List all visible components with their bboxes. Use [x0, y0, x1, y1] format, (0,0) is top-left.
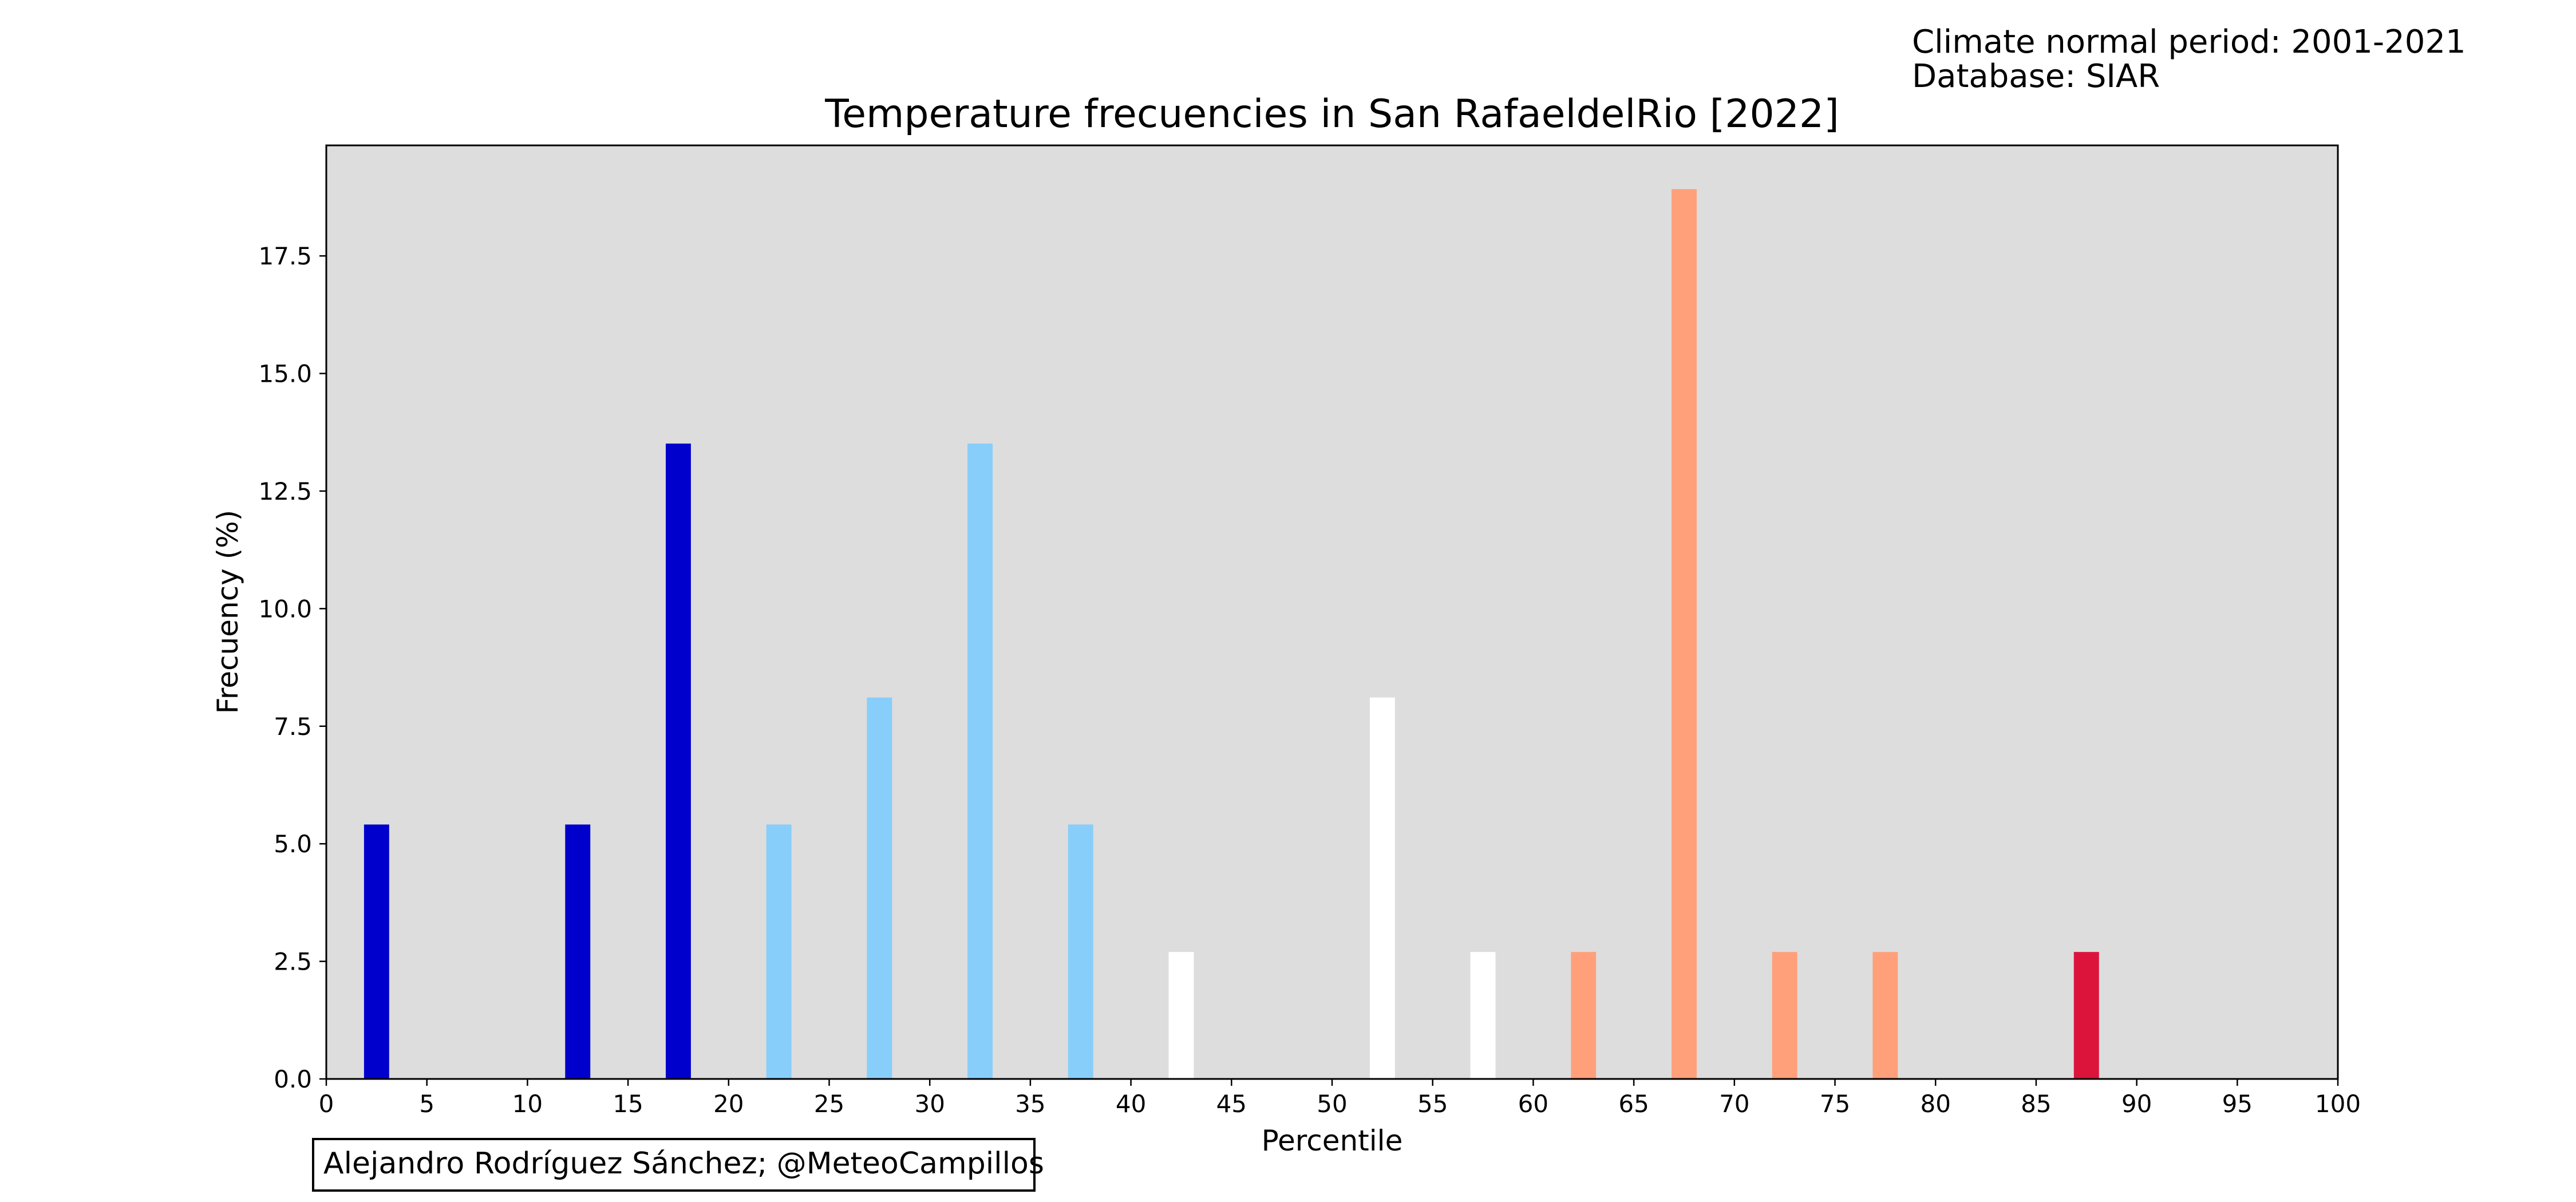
normal-period-text: Climate normal period: 2001-2021 [1912, 23, 2466, 61]
x-tick-label-20: 100 [2315, 1090, 2361, 1118]
x-tick-label-7: 35 [1015, 1090, 1045, 1118]
y-tick-label-1: 2.5 [274, 948, 312, 976]
x-tick-label-9: 45 [1216, 1090, 1247, 1118]
database-text: Database: SIAR [1912, 58, 2160, 95]
x-tick-label-14: 70 [1719, 1090, 1749, 1118]
bar-6 [1068, 824, 1093, 1079]
x-tick-label-0: 0 [319, 1090, 334, 1118]
y-axis-ticks: 0.0 2.5 5.0 7.5 10.0 12.5 15.0 17.5 [258, 242, 326, 1093]
x-tick-label-1: 5 [419, 1090, 434, 1118]
bar-13 [1872, 952, 1898, 1079]
y-tick-label-5: 12.5 [258, 477, 312, 505]
x-tick-label-3: 15 [613, 1090, 643, 1118]
x-tick-label-5: 25 [814, 1090, 844, 1118]
bar-8 [1369, 697, 1395, 1079]
bar-3 [766, 824, 792, 1079]
x-tick-label-15: 75 [1820, 1090, 1850, 1118]
bar-4 [867, 697, 892, 1079]
bar-10 [1571, 952, 1597, 1079]
x-tick-label-17: 85 [2021, 1090, 2051, 1118]
y-tick-label-6: 15.0 [258, 360, 312, 388]
plot-area [326, 145, 2338, 1079]
x-tick-label-10: 50 [1317, 1090, 1347, 1118]
y-tick-label-0: 0.0 [274, 1065, 312, 1093]
x-axis-label: Percentile [1262, 1124, 1403, 1157]
x-tick-label-11: 55 [1417, 1090, 1448, 1118]
x-tick-label-6: 30 [914, 1090, 945, 1118]
bar-1 [565, 824, 591, 1079]
bar-5 [967, 443, 993, 1079]
bar-9 [1470, 952, 1496, 1079]
bar-2 [665, 443, 691, 1079]
y-tick-label-2: 5.0 [274, 830, 312, 858]
bar-11 [1671, 189, 1697, 1080]
x-axis-ticks: 0 5 10 15 20 25 30 35 40 45 50 55 60 65 70 75 80 85 90 95 10… [319, 1079, 2361, 1118]
y-tick-label-7: 17.5 [258, 242, 312, 270]
x-tick-label-12: 60 [1518, 1090, 1548, 1118]
x-tick-label-4: 20 [713, 1090, 744, 1118]
credit-box [312, 1138, 1036, 1192]
x-tick-label-8: 40 [1116, 1090, 1146, 1118]
y-tick-label-3: 7.5 [274, 713, 312, 741]
x-tick-label-18: 90 [2121, 1090, 2152, 1118]
bar-0 [364, 824, 389, 1079]
bars-group [364, 189, 2099, 1080]
chart-title: Temperature frecuencies in San Rafaeldel… [824, 92, 1839, 137]
y-tick-label-4: 10.0 [258, 595, 312, 623]
x-tick-label-2: 10 [512, 1090, 543, 1118]
x-tick-label-16: 80 [1920, 1090, 1950, 1118]
bar-7 [1168, 952, 1194, 1079]
x-tick-label-19: 95 [2222, 1090, 2253, 1118]
bar-14 [2073, 952, 2099, 1079]
bar-12 [1772, 952, 1797, 1079]
x-tick-label-13: 65 [1618, 1090, 1649, 1118]
credit-text: Alejandro Rodríguez Sánchez; @MeteoCampi… [323, 1146, 1044, 1181]
y-axis-label: Frecuency (%) [211, 510, 244, 714]
